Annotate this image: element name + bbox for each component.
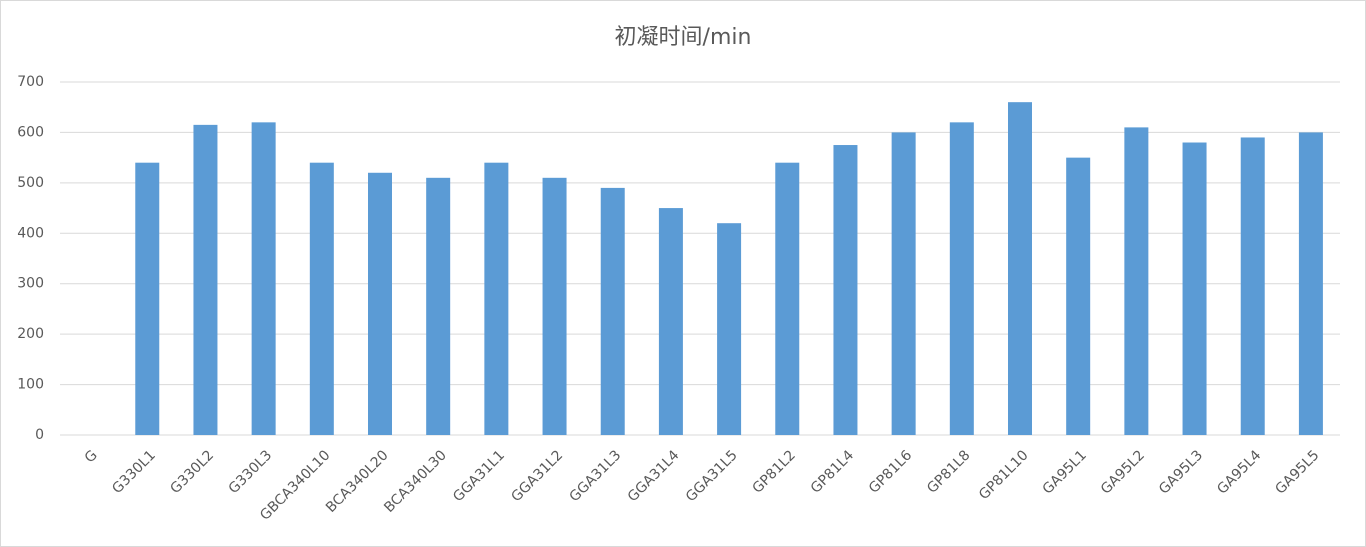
y-tick-label: 700 [17, 74, 44, 90]
y-tick-label: 100 [17, 377, 44, 393]
bar [1182, 142, 1207, 435]
bar [542, 177, 567, 436]
y-tick-label: 600 [17, 124, 44, 140]
bar [717, 223, 742, 435]
bar [1124, 127, 1149, 435]
y-tick-label: 500 [17, 175, 44, 191]
bar [658, 208, 683, 435]
bar [1240, 137, 1265, 435]
y-tick-label: 400 [17, 225, 44, 241]
bar [426, 177, 451, 436]
bar [1066, 157, 1091, 435]
bar [891, 132, 916, 435]
bar [833, 145, 858, 436]
bar [775, 162, 800, 435]
bar [1298, 132, 1323, 435]
bar [1008, 102, 1032, 436]
bar [949, 122, 974, 435]
bar [484, 162, 509, 435]
bar [309, 162, 334, 435]
y-tick-label: 300 [17, 276, 44, 292]
bar [135, 162, 160, 435]
y-tick-label: 200 [17, 326, 44, 342]
bar [251, 122, 276, 435]
bar [600, 187, 625, 435]
y-tick-label: 0 [35, 427, 44, 443]
bar [193, 124, 218, 435]
bar [368, 172, 392, 435]
chart-title: 初凝时间/min [615, 25, 752, 50]
